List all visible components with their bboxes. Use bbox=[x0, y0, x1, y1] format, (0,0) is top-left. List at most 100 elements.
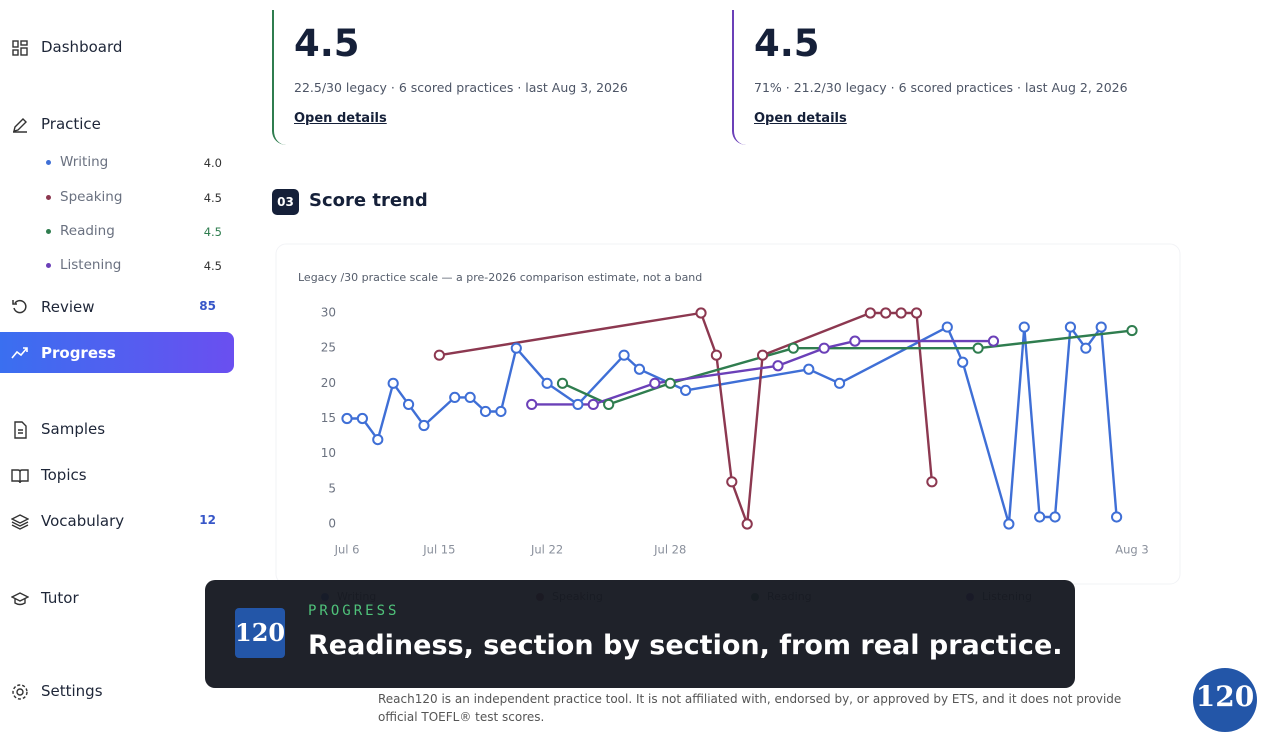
data-point bbox=[864, 307, 876, 319]
badge: 85 bbox=[199, 299, 216, 313]
card-link[interactable]: Open details bbox=[754, 111, 847, 126]
data-point bbox=[433, 349, 445, 361]
score-card: 4.5 22.5/30 legacy · 6 scored practices … bbox=[272, 10, 694, 145]
sidebar: Dashboard Practice Writing 4.0 Speaking … bbox=[0, 0, 246, 720]
y-tick-label: 5 bbox=[328, 481, 336, 495]
data-point bbox=[372, 434, 384, 446]
card-score: 4.5 bbox=[294, 22, 360, 65]
score-card: 4.5 71% · 21.2/30 legacy · 6 scored prac… bbox=[732, 10, 1154, 145]
data-point bbox=[957, 356, 969, 368]
data-point bbox=[756, 349, 769, 361]
data-point bbox=[418, 419, 430, 432]
card-link[interactable]: Open details bbox=[294, 111, 387, 126]
caption-overlay: 120 PROGRESS Readiness, section by secti… bbox=[205, 580, 1075, 688]
badge: 12 bbox=[199, 513, 216, 527]
icon bbox=[12, 40, 28, 56]
y-tick-label: 20 bbox=[321, 376, 336, 390]
data-point bbox=[787, 342, 799, 354]
section-number: 03 bbox=[272, 189, 299, 215]
data-point bbox=[479, 405, 492, 418]
nav-subitem[interactable]: Speaking bbox=[60, 189, 123, 205]
chart-panel bbox=[275, 243, 1181, 585]
data-point bbox=[941, 321, 953, 333]
data-point bbox=[402, 398, 415, 411]
x-tick-label: Aug 3 bbox=[1115, 543, 1148, 557]
data-point bbox=[510, 342, 522, 354]
nav-subitem[interactable]: Reading bbox=[60, 223, 115, 239]
nav-item[interactable]: Settings bbox=[41, 682, 103, 700]
data-point bbox=[618, 349, 630, 361]
x-tick-label: Jul 28 bbox=[653, 543, 686, 557]
active-highlight bbox=[0, 332, 234, 373]
data-point bbox=[649, 377, 661, 389]
data-point bbox=[818, 342, 830, 354]
data-point bbox=[449, 391, 461, 403]
data-point bbox=[680, 384, 692, 396]
data-point bbox=[895, 307, 907, 319]
nav-item[interactable]: Topics bbox=[41, 466, 87, 484]
chart-subtitle: Legacy /30 practice scale — a pre-2026 c… bbox=[298, 271, 702, 284]
section-title: Score trend bbox=[309, 190, 428, 211]
caption-kicker: PROGRESS bbox=[308, 603, 400, 619]
icon bbox=[11, 347, 28, 359]
nav-item[interactable]: Dashboard bbox=[41, 38, 123, 56]
data-point bbox=[972, 342, 984, 354]
data-point bbox=[633, 363, 646, 375]
icon bbox=[14, 421, 27, 439]
data-point bbox=[587, 398, 599, 411]
sub-score: 4.5 bbox=[203, 191, 222, 205]
data-point bbox=[926, 476, 938, 488]
sub-score: 4.5 bbox=[203, 225, 222, 239]
x-tick-label: Jul 6 bbox=[334, 543, 360, 557]
data-point bbox=[741, 518, 753, 530]
data-point bbox=[356, 412, 368, 425]
data-point bbox=[495, 405, 507, 418]
footer-disclaimer: Reach120 is an independent practice tool… bbox=[378, 692, 1122, 724]
x-tick-label: Jul 22 bbox=[530, 543, 563, 557]
nav-item[interactable]: Practice bbox=[41, 115, 101, 133]
dot bbox=[46, 229, 51, 234]
data-point bbox=[1018, 321, 1030, 333]
icon bbox=[12, 299, 27, 314]
data-point bbox=[572, 398, 584, 411]
data-point bbox=[464, 391, 476, 403]
data-point bbox=[1034, 511, 1046, 523]
nav-item[interactable]: Samples bbox=[41, 420, 106, 438]
nav-subitem[interactable]: Listening bbox=[60, 257, 122, 273]
data-point bbox=[710, 349, 723, 361]
nav-item[interactable]: Progress bbox=[41, 344, 116, 362]
data-point bbox=[556, 377, 569, 389]
data-point bbox=[1095, 321, 1107, 333]
nav-item[interactable]: Vocabulary bbox=[41, 512, 125, 530]
data-point bbox=[341, 412, 353, 425]
sub-score: 4.0 bbox=[203, 156, 222, 170]
sub-score: 4.5 bbox=[203, 259, 222, 273]
icon bbox=[11, 514, 29, 530]
data-point bbox=[726, 476, 738, 488]
nav-item[interactable]: Review bbox=[41, 298, 95, 316]
nav-item[interactable]: Tutor bbox=[41, 589, 79, 607]
data-point bbox=[387, 377, 399, 389]
brand-badge: 120 bbox=[1193, 668, 1257, 732]
y-tick-label: 0 bbox=[328, 517, 336, 531]
data-point bbox=[849, 335, 861, 347]
y-tick-label: 25 bbox=[321, 341, 336, 355]
x-tick-label: Jul 15 bbox=[422, 543, 455, 557]
data-point bbox=[1080, 342, 1092, 354]
icon bbox=[11, 469, 29, 484]
data-point bbox=[664, 377, 676, 389]
data-point bbox=[1064, 321, 1077, 333]
data-point bbox=[526, 398, 538, 411]
data-point bbox=[880, 307, 892, 319]
nav-subitem[interactable]: Writing bbox=[60, 154, 109, 170]
data-point bbox=[1049, 511, 1061, 523]
icon bbox=[11, 592, 29, 606]
card-score: 4.5 bbox=[754, 22, 820, 65]
data-point bbox=[803, 363, 815, 375]
card-detail: 71% · 21.2/30 legacy · 6 scored practice… bbox=[754, 80, 1128, 95]
data-point bbox=[603, 398, 615, 411]
icon bbox=[13, 118, 27, 133]
icon bbox=[12, 684, 28, 700]
series-line bbox=[347, 325, 1118, 526]
